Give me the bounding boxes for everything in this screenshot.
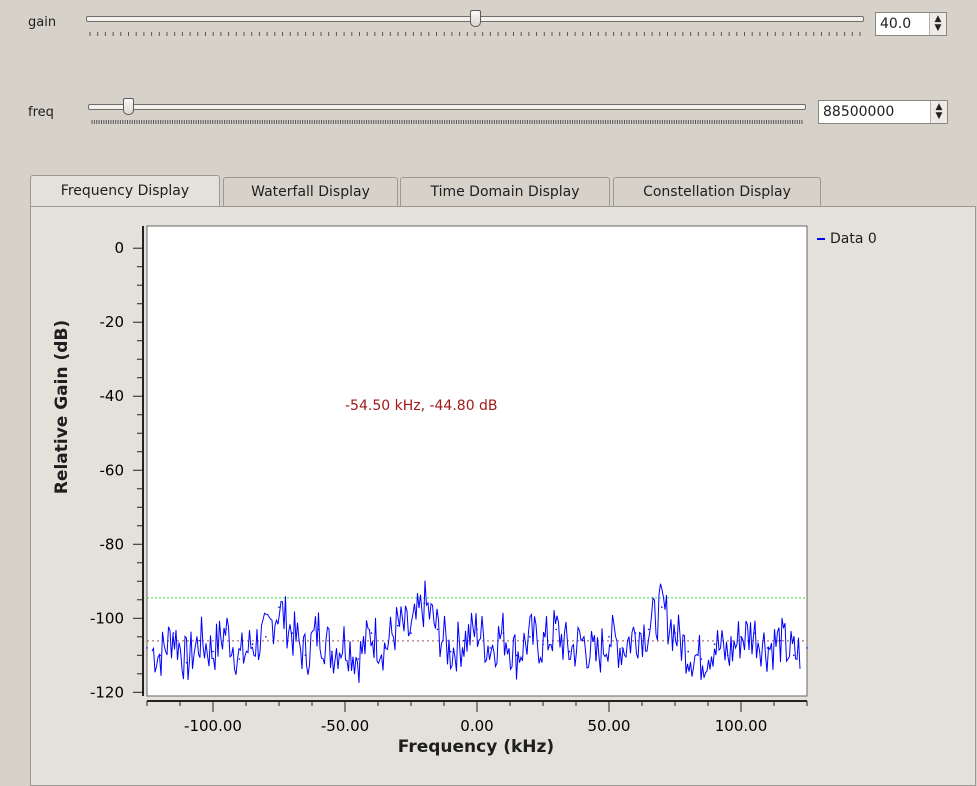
data-0-point xyxy=(595,658,597,660)
y-tick-label: -100 xyxy=(90,609,124,627)
x-tick-label: 50.00 xyxy=(588,717,631,735)
data-0-point xyxy=(423,602,426,605)
data-0-point xyxy=(555,628,557,631)
gain-spin-arrows[interactable]: ▲ ▼ xyxy=(929,13,946,35)
y-tick-label: -20 xyxy=(100,313,125,331)
data-0-point xyxy=(568,650,571,653)
spin-up-icon[interactable]: ▲ xyxy=(935,102,943,112)
data-0-point xyxy=(581,639,584,642)
data-0-point xyxy=(291,632,294,634)
data-0-point xyxy=(225,628,227,631)
gain-spinbox[interactable]: 40.0 ▲ ▼ xyxy=(875,12,947,36)
plot-canvas xyxy=(146,225,808,697)
data-0-point xyxy=(344,639,346,642)
x-axis-ticks: -100.00 -50.00 0.00 50.00 100.00 xyxy=(146,701,808,735)
data-0-point xyxy=(476,628,478,631)
data-0-point xyxy=(661,606,663,608)
freq-slider[interactable] xyxy=(88,96,806,132)
data-0-point xyxy=(687,650,689,653)
gain-slider-ticks xyxy=(89,32,861,36)
plot-legend[interactable]: Data 0 xyxy=(817,231,877,247)
spin-down-icon[interactable]: ▼ xyxy=(935,111,943,121)
tab-waterfall-display[interactable]: Waterfall Display xyxy=(223,177,398,206)
data-0-point xyxy=(700,658,703,660)
data-0-point xyxy=(199,639,201,642)
data-0-point xyxy=(634,632,637,634)
data-0-point xyxy=(159,654,161,657)
data-0-point xyxy=(489,647,492,649)
data-0-point xyxy=(727,654,729,657)
data-0-point xyxy=(304,654,307,657)
x-tick-label: 0.00 xyxy=(460,717,493,735)
data-0-point xyxy=(542,643,544,645)
freq-slider-ticks xyxy=(91,120,803,124)
y-tick-label: -80 xyxy=(100,535,125,553)
x-tick-label: 100.00 xyxy=(715,717,768,735)
cursor-annotation: -54.50 kHz, -44.80 dB xyxy=(345,398,498,414)
data-0-point xyxy=(317,628,320,631)
legend-label: Data 0 xyxy=(830,231,877,247)
data-0-point xyxy=(753,632,755,634)
data-0-point xyxy=(766,647,769,649)
freq-spin-arrows[interactable]: ▲ ▼ xyxy=(930,101,947,123)
gain-slider-handle[interactable] xyxy=(469,10,481,27)
data-0-point xyxy=(449,650,452,653)
data-0-point xyxy=(436,628,439,631)
gain-label: gain xyxy=(28,15,57,30)
y-tick-label: -40 xyxy=(100,387,125,405)
data-0-point xyxy=(331,650,333,653)
x-tick-label: -50.00 xyxy=(321,717,369,735)
data-0-point xyxy=(463,639,465,642)
x-axis-label: Frequency (kHz) xyxy=(397,737,555,757)
data-0-point xyxy=(647,628,650,631)
data-0-point xyxy=(608,635,610,638)
tab-constellation-display[interactable]: Constellation Display xyxy=(613,177,821,206)
freq-value[interactable]: 88500000 xyxy=(823,104,895,120)
data-0-point xyxy=(146,647,148,649)
data-0-point xyxy=(529,635,531,638)
data-0-point xyxy=(515,654,518,657)
legend-swatch xyxy=(817,238,825,240)
data-0-series xyxy=(146,580,808,683)
y-tick-label: -60 xyxy=(100,461,125,479)
data-0-point xyxy=(502,632,505,634)
data-0-point xyxy=(410,632,412,634)
x-tick-label: -100.00 xyxy=(184,717,242,735)
data-0-point xyxy=(185,661,188,664)
data-0-point xyxy=(793,654,795,657)
data-0-point xyxy=(779,639,782,642)
data-0-point xyxy=(238,658,241,660)
freq-spinbox[interactable]: 88500000 ▲ ▼ xyxy=(818,100,948,124)
data-0-point xyxy=(806,647,808,649)
spin-up-icon[interactable]: ▲ xyxy=(934,14,942,24)
data-0-point xyxy=(265,635,267,638)
data-0-point xyxy=(713,643,716,645)
data-0-point xyxy=(278,606,280,608)
tab-frequency-display[interactable]: Frequency Display xyxy=(30,175,220,206)
y-tick-label: 0 xyxy=(114,239,124,257)
tab-time-domain-display[interactable]: Time Domain Display xyxy=(400,177,610,206)
data-0-point xyxy=(740,635,742,638)
data-0-point xyxy=(357,658,360,660)
data-0-point xyxy=(212,650,214,653)
data-0-line xyxy=(151,580,801,683)
freq-slider-handle[interactable] xyxy=(123,98,135,115)
y-tick-label: -120 xyxy=(90,683,124,701)
data-0-point xyxy=(251,643,254,645)
gain-slider[interactable] xyxy=(86,8,864,44)
y-axis-ticks: 0 -20 -40 -60 -80 -100 -120 xyxy=(90,239,143,701)
freq-label: freq xyxy=(28,105,54,120)
spin-down-icon[interactable]: ▼ xyxy=(934,23,942,33)
data-0-point xyxy=(172,632,175,634)
data-0-point xyxy=(370,632,373,634)
data-0-point xyxy=(397,624,399,627)
data-0-point xyxy=(621,647,623,649)
gain-value[interactable]: 40.0 xyxy=(880,16,912,32)
data-0-point xyxy=(383,647,386,649)
data-0-point xyxy=(674,632,676,634)
